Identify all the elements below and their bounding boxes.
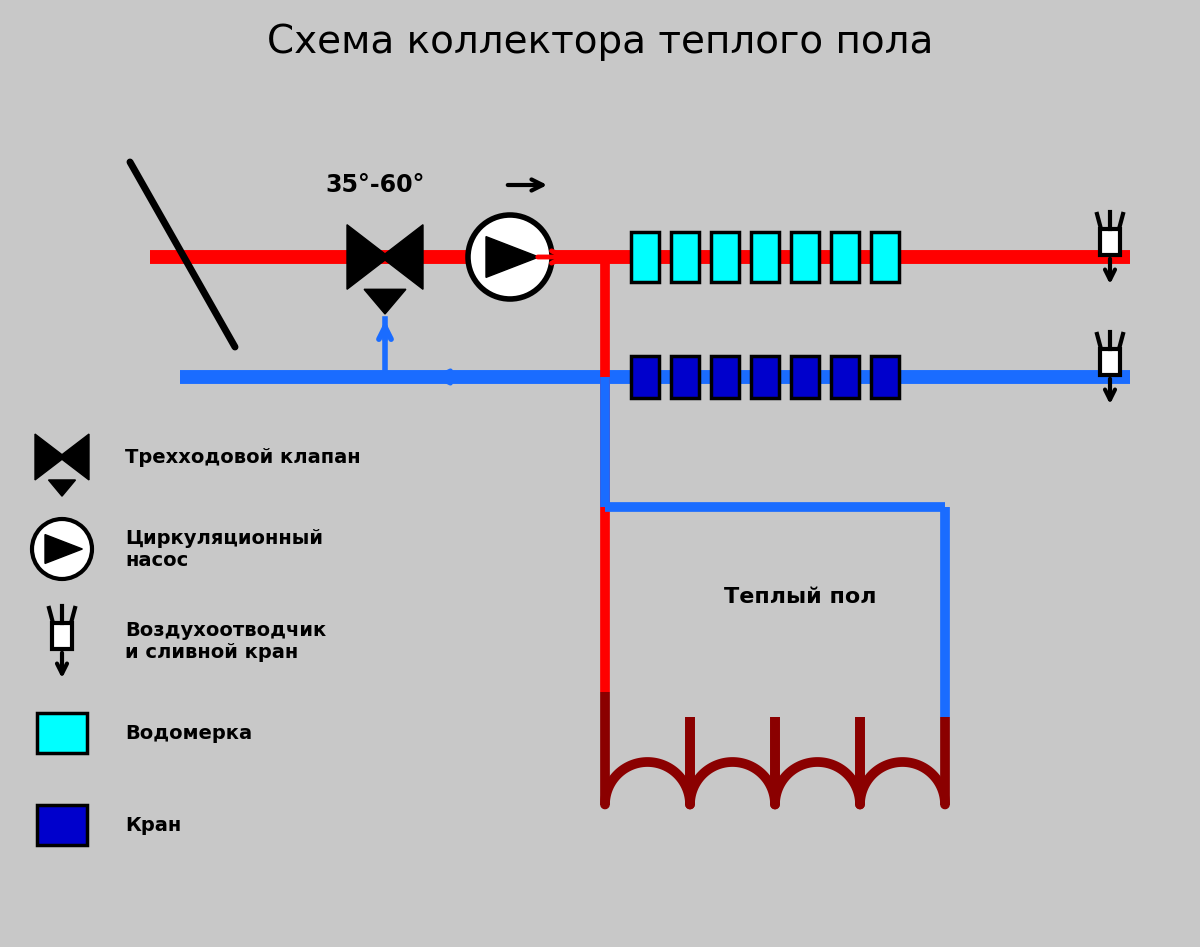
Text: Теплый пол: Теплый пол bbox=[724, 587, 876, 607]
Bar bbox=[631, 232, 659, 282]
Bar bbox=[871, 356, 899, 398]
Bar bbox=[1100, 349, 1120, 375]
Polygon shape bbox=[364, 289, 406, 314]
Polygon shape bbox=[59, 434, 89, 480]
Polygon shape bbox=[347, 224, 389, 289]
Text: Схема коллектора теплого пола: Схема коллектора теплого пола bbox=[266, 23, 934, 61]
Bar bbox=[830, 356, 859, 398]
Circle shape bbox=[32, 519, 92, 579]
Bar bbox=[751, 232, 779, 282]
Polygon shape bbox=[382, 224, 424, 289]
Bar bbox=[791, 356, 820, 398]
Bar bbox=[671, 356, 698, 398]
Polygon shape bbox=[35, 434, 65, 480]
Bar bbox=[37, 713, 88, 753]
Bar bbox=[710, 232, 739, 282]
Text: Кран: Кран bbox=[125, 815, 181, 834]
Bar bbox=[710, 356, 739, 398]
Bar bbox=[671, 232, 698, 282]
Text: 35°-60°: 35°-60° bbox=[325, 173, 425, 197]
Polygon shape bbox=[486, 237, 539, 277]
Bar bbox=[631, 356, 659, 398]
Bar bbox=[871, 232, 899, 282]
Bar bbox=[52, 623, 72, 649]
Circle shape bbox=[468, 215, 552, 299]
Text: Воздухоотводчик
и сливной кран: Воздухоотводчик и сливной кран bbox=[125, 620, 326, 662]
Text: Циркуляционный
насос: Циркуляционный насос bbox=[125, 528, 323, 569]
Polygon shape bbox=[46, 534, 83, 563]
Bar bbox=[830, 232, 859, 282]
Polygon shape bbox=[48, 480, 76, 496]
Bar bbox=[791, 232, 820, 282]
Text: Водомерка: Водомерка bbox=[125, 724, 252, 742]
Bar bbox=[751, 356, 779, 398]
Text: Трехходовой клапан: Трехходовой клапан bbox=[125, 448, 361, 467]
Bar bbox=[1100, 229, 1120, 255]
Bar bbox=[37, 805, 88, 845]
